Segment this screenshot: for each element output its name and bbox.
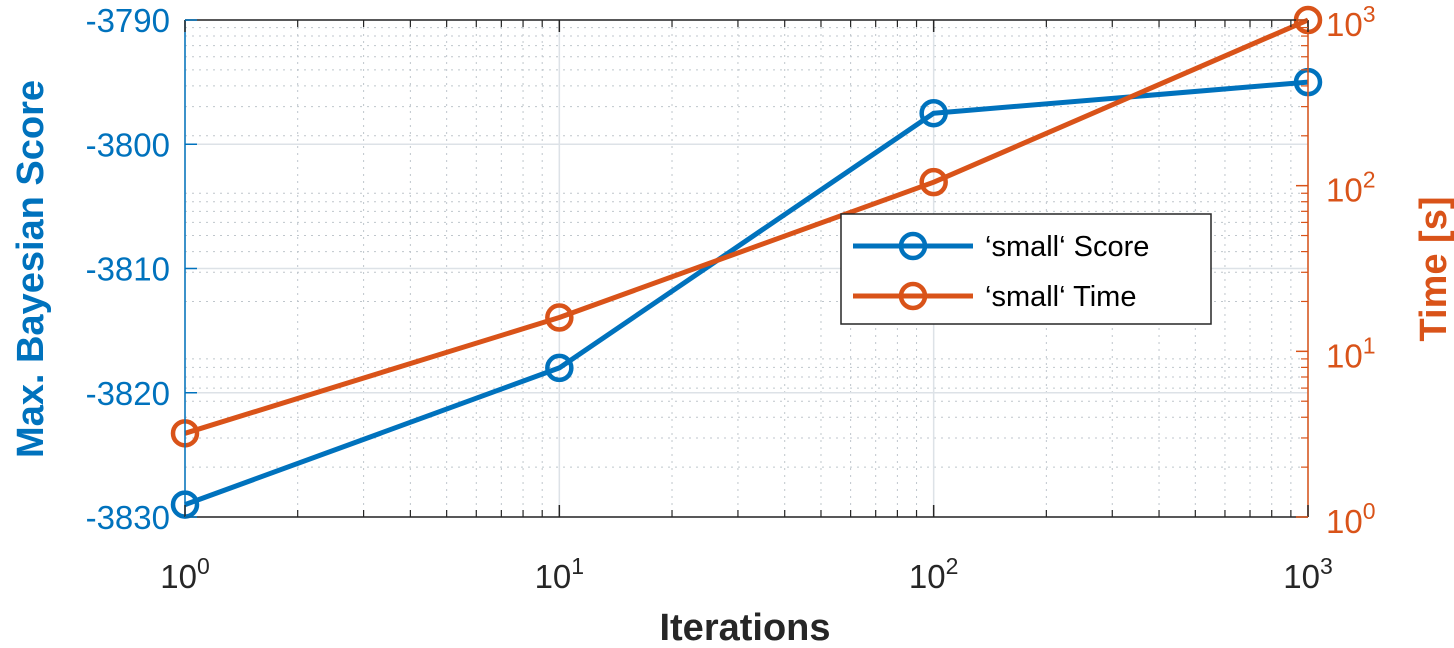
legend: ‘small‘ Score ‘small‘ Time [840,213,1212,325]
x-tick-label: 101 [535,553,585,595]
y-axis-label-right: Time [s] [1413,196,1454,341]
data-point [919,167,948,197]
plot-lines [170,5,1323,519]
x-tick-label: 103 [1283,553,1333,595]
y-right-tick-label: 100 [1326,498,1376,540]
series-line-1 [184,17,1309,436]
axes: 100 101 102 103 -3790 -3800 -3810 -3820 -3830 103… [86,1,1376,595]
x-tick-label: 102 [909,553,959,595]
y-left-tick-label: -3830 [86,499,170,536]
legend-label-time: ‘small‘ Time [985,281,1136,313]
data-point [919,98,948,128]
data-point [545,303,574,332]
y-left-tick-label: -3790 [86,2,170,39]
y-right-tick-label: 101 [1326,332,1376,374]
y-left-tick-label: -3820 [86,375,170,412]
series-line-0 [184,79,1309,507]
x-tick-label: 100 [160,553,210,595]
y-right-tick-label: 103 [1326,1,1376,43]
legend-label-score: ‘small‘ Score [985,231,1149,263]
legend-marker-score [898,231,928,261]
y-left-tick-label: -3810 [86,251,170,288]
legend-marker-time [898,281,928,311]
data-point [545,353,574,383]
y-right-tick-label: 102 [1326,167,1376,209]
x-axis-label: Iterations [659,607,830,648]
y-left-tick-label: -3800 [86,126,170,163]
y-axis-label-left: Max. Bayesian Score [10,80,52,458]
